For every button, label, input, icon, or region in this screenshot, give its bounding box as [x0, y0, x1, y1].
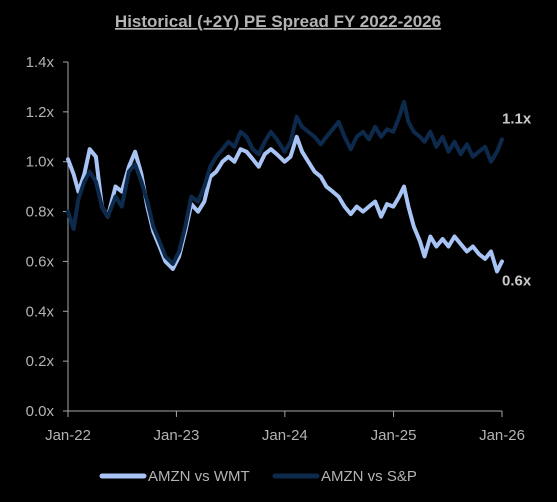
y-tick-label: 1.2x [26, 104, 55, 121]
legend-label: AMZN vs S&P [321, 468, 417, 485]
x-tick-label: Jan-23 [153, 427, 199, 444]
y-tick-label: 0.4x [26, 303, 55, 320]
x-tick-label: Jan-22 [45, 427, 91, 444]
end-label-amzn-vs-wmt: 0.6x [502, 272, 532, 289]
y-tick-label: 1.4x [26, 54, 55, 71]
y-tick-label: 0.2x [26, 353, 55, 370]
x-tick-label: Jan-26 [479, 427, 525, 444]
y-tick-label: 1.0x [26, 154, 55, 171]
series-line-amzn-vs-sp [66, 99, 504, 266]
legend: AMZN vs WMT AMZN vs S&P [99, 468, 417, 485]
y-tick-label: 0.0x [26, 403, 55, 420]
axes: 0.0x 0.2x 0.4x 0.6x 0.8x 1.0x 1.2x 1.4x Jan-22 Ja… [26, 54, 525, 444]
end-label-amzn-vs-sp: 1.1x [502, 110, 532, 127]
y-tick-label: 0.8x [26, 204, 55, 221]
series-lines [66, 99, 504, 274]
x-tick-label: Jan-24 [262, 427, 308, 444]
series-line-amzn-vs-wmt [66, 134, 504, 274]
legend-label: AMZN vs WMT [148, 468, 250, 485]
x-tick-label: Jan-25 [371, 427, 417, 444]
y-tick-label: 0.6x [26, 253, 55, 270]
chart-title: Historical (+2Y) PE Spread FY 2022-2026 [115, 12, 441, 31]
end-labels: 0.6x 1.1x [502, 110, 532, 289]
